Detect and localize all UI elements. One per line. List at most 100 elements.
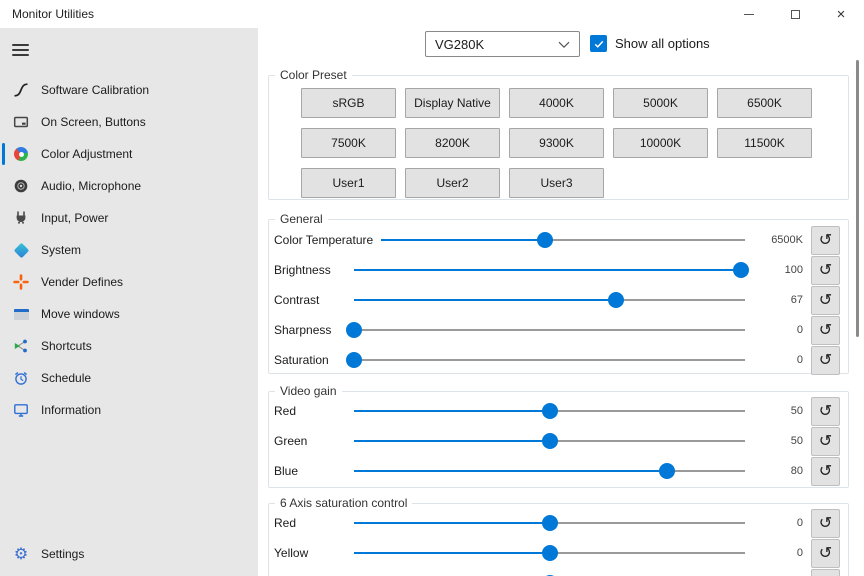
undo-icon: ↺	[818, 260, 833, 279]
slider[interactable]	[354, 514, 745, 532]
maximize-button[interactable]	[772, 0, 818, 28]
monitor-select-value: VG280K	[435, 36, 485, 52]
preset-button-user2[interactable]: User2	[405, 168, 500, 198]
undo-icon: ↺	[818, 543, 833, 562]
preset-button-4000k[interactable]: 4000K	[509, 88, 604, 118]
vertical-scrollbar-thumb[interactable]	[856, 60, 859, 337]
undo-icon: ↺	[819, 575, 832, 576]
undo-icon: ↺	[818, 401, 833, 420]
window-title: Monitor Utilities	[12, 7, 95, 21]
reset-button[interactable]: ↺	[811, 315, 840, 345]
slider-thumb[interactable]	[346, 352, 362, 368]
preset-button-user1[interactable]: User1	[301, 168, 396, 198]
slider-fill	[354, 410, 550, 412]
sidebar-item-color-adjustment[interactable]: Color Adjustment	[0, 138, 258, 170]
reset-button[interactable]: ↺	[811, 538, 840, 568]
sidebar-item-input-power[interactable]: Input, Power	[0, 202, 258, 234]
general-group: General Color Temperature 6500K ↺ Brightnes…	[268, 212, 849, 375]
slider[interactable]	[354, 402, 745, 420]
title-bar: Monitor Utilities ×	[0, 0, 864, 28]
reset-button[interactable]: ↺	[811, 345, 840, 375]
sidebar-item-shortcuts[interactable]: Shortcuts	[0, 330, 258, 362]
preset-button-5000k[interactable]: 5000K	[613, 88, 708, 118]
sidebar-item-system[interactable]: System	[0, 234, 258, 266]
slider-label: Saturation	[274, 353, 329, 367]
slider-thumb[interactable]	[346, 322, 362, 338]
preset-button-6500k[interactable]: 6500K	[717, 88, 812, 118]
preset-button-display-native[interactable]: Display Native	[405, 88, 500, 118]
reset-button[interactable]: ↺	[811, 225, 840, 255]
preset-button-8200k[interactable]: 8200K	[405, 128, 500, 158]
hamburger-menu-icon[interactable]	[12, 37, 29, 63]
slider-fill	[354, 299, 616, 301]
slider-thumb[interactable]	[541, 403, 558, 419]
reset-button[interactable]: ↺	[811, 255, 840, 285]
sidebar-item-audio-microphone[interactable]: Audio, Microphone	[0, 170, 258, 202]
undo-icon: ↺	[818, 230, 833, 249]
sidebar-item-settings[interactable]: ⚙ Settings	[0, 538, 258, 570]
slider-thumb[interactable]	[658, 463, 675, 479]
slider-thumb[interactable]	[607, 292, 624, 308]
reset-button[interactable]: ↺	[811, 426, 840, 456]
alarm-clock-icon	[12, 369, 30, 387]
sidebar-item-information[interactable]: Information	[0, 394, 258, 426]
preset-row: sRGB Display Native 4000K 5000K 6500K	[301, 88, 848, 118]
reset-button[interactable]: ↺	[811, 456, 840, 486]
sidebar-item-label: Input, Power	[41, 211, 109, 225]
slider-value: 67	[790, 294, 803, 306]
checkbox-label: Show all options	[615, 36, 710, 51]
slider-thumb[interactable]	[541, 545, 558, 561]
slider[interactable]	[354, 544, 745, 562]
sidebar-item-label: Shortcuts	[41, 339, 92, 353]
reset-button[interactable]: ↺	[811, 508, 840, 538]
reset-button[interactable]: ↺	[811, 285, 840, 315]
group-title: Video gain	[275, 384, 342, 398]
show-all-options-checkbox[interactable]: Show all options	[590, 35, 710, 52]
sidebar-item-schedule[interactable]: Schedule	[0, 362, 258, 394]
slider-row: Green 50 ↺	[269, 426, 848, 456]
close-button[interactable]: ×	[818, 0, 864, 28]
slider[interactable]	[346, 321, 745, 339]
window-controls: ×	[726, 0, 864, 28]
sidebar-item-label: Move windows	[41, 307, 120, 321]
preset-button-9300k[interactable]: 9300K	[509, 128, 604, 158]
sidebar-item-label: Audio, Microphone	[41, 179, 142, 193]
sidebar-item-label: Vender Defines	[41, 275, 124, 289]
slider[interactable]	[354, 261, 750, 279]
slider[interactable]	[354, 432, 745, 450]
sidebar-item-label: Settings	[41, 547, 85, 561]
reset-button[interactable]: ↺	[811, 568, 840, 576]
sidebar-item-on-screen-buttons[interactable]: On Screen, Buttons	[0, 106, 258, 138]
slider-fill	[354, 269, 742, 271]
slider-thumb[interactable]	[536, 232, 553, 248]
preset-button-11500k[interactable]: 11500K	[717, 128, 812, 158]
sidebar-item-move-windows[interactable]: Move windows	[0, 298, 258, 330]
slider[interactable]	[346, 351, 745, 369]
slider-thumb[interactable]	[541, 433, 558, 449]
slider[interactable]	[381, 231, 745, 249]
sidebar-item-software-calibration[interactable]: Software Calibration	[0, 74, 258, 106]
slider-row: Sharpness 0 ↺	[269, 315, 848, 345]
monitor-select-dropdown[interactable]: VG280K	[425, 31, 580, 57]
sidebar-item-label: Information	[41, 403, 102, 417]
sidebar-item-vender-defines[interactable]: Vender Defines	[0, 266, 258, 298]
slider-thumb[interactable]	[541, 515, 558, 531]
maximize-icon	[790, 9, 800, 19]
slider[interactable]	[354, 462, 745, 480]
minimize-button[interactable]	[726, 0, 772, 28]
orange-cross-icon	[12, 273, 30, 291]
preset-button-7500k[interactable]: 7500K	[301, 128, 396, 158]
reset-button[interactable]: ↺	[811, 396, 840, 426]
undo-icon: ↺	[818, 350, 833, 369]
color-wheel-icon	[12, 145, 30, 163]
preset-button-user3[interactable]: User3	[509, 168, 604, 198]
minimize-icon	[744, 13, 754, 15]
window-icon	[12, 305, 30, 323]
preset-button-10000k[interactable]: 10000K	[613, 128, 708, 158]
slider-label: Blue	[274, 464, 299, 478]
sidebar-item-label: On Screen, Buttons	[41, 115, 146, 129]
slider-row: Blue 80 ↺	[269, 456, 848, 486]
slider-thumb[interactable]	[733, 262, 750, 278]
slider[interactable]	[354, 291, 745, 309]
preset-button-srgb[interactable]: sRGB	[301, 88, 396, 118]
